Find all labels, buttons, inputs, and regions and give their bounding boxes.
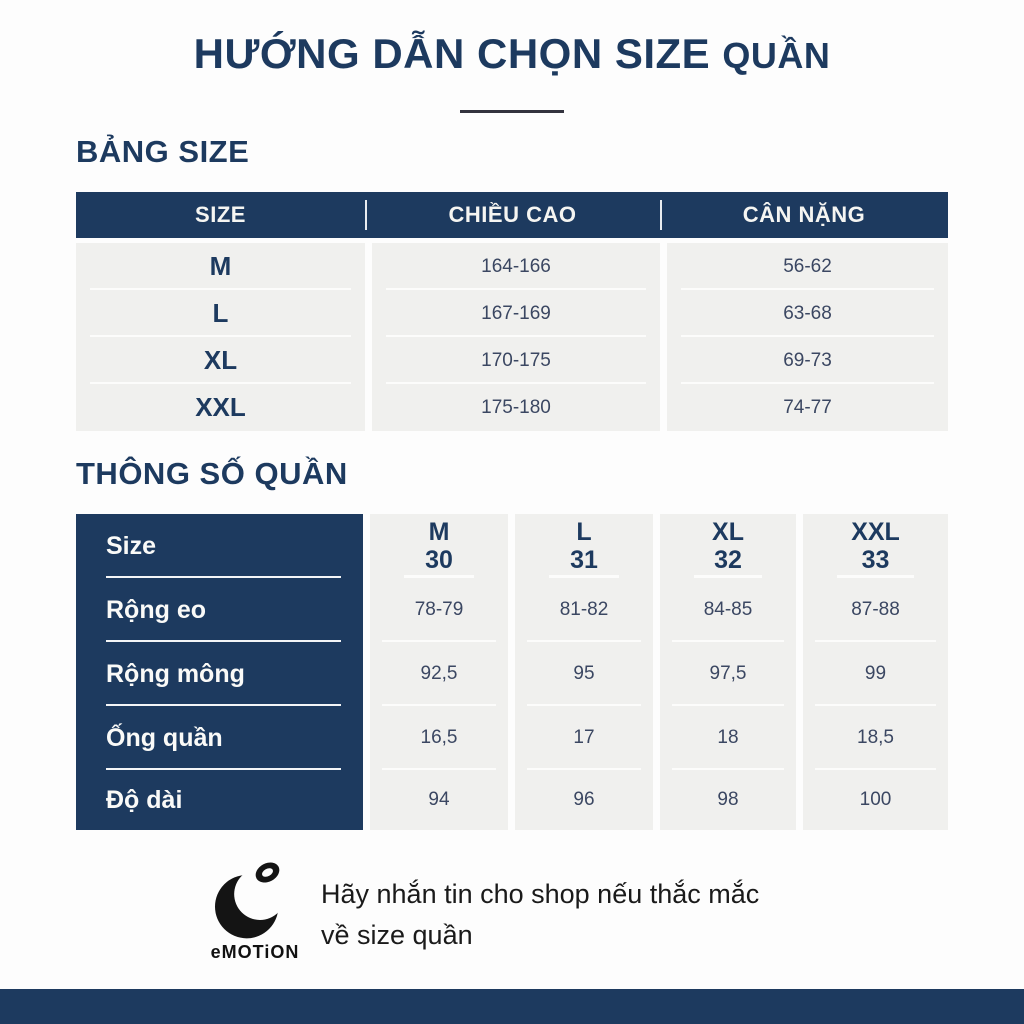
size-table: SIZE CHIỀU CAO CÂN NẶNG M 164-166 56-62 … (76, 192, 948, 431)
col-size-number: 33 (861, 546, 890, 574)
size-table-cell-weight: 69-73 (660, 337, 948, 384)
size-table-cell-weight: 63-68 (660, 290, 948, 337)
col-size-number: 32 (714, 546, 742, 574)
page-title-main: HƯỚNG DẪN CHỌN SIZE (193, 30, 711, 77)
spec-row-label-waist: Rộng eo (76, 578, 363, 642)
spec-row-label-hip: Rộng mông (76, 642, 363, 706)
page-title: HƯỚNG DẪN CHỌN SIZE QUẦN (0, 30, 1024, 78)
spec-table-col-m: M 30 (363, 514, 508, 578)
size-table-header-row: SIZE CHIỀU CAO CÂN NẶNG (76, 192, 948, 238)
shop-note-line1: Hãy nhắn tin cho shop nếu thắc mắc (321, 879, 760, 909)
size-table-col-weight: CÂN NẶNG (660, 192, 948, 238)
size-table-cell-weight: 56-62 (660, 243, 948, 290)
size-table-heading: BẢNG SIZE (76, 134, 250, 169)
shop-note: Hãy nhắn tin cho shop nếu thắc mắc về si… (321, 874, 759, 956)
spec-table-col-l: L 31 (508, 514, 653, 578)
brand-logo: eMOTiON (196, 860, 314, 963)
spec-value: 18 (653, 706, 796, 770)
spec-table-col-xl: XL 32 (653, 514, 796, 578)
size-table-cell-size: M (76, 243, 365, 290)
title-underline (460, 110, 564, 113)
page-title-wrap: HƯỚNG DẪN CHỌN SIZE QUẦN (0, 30, 1024, 78)
spec-table: Size M 30 L 31 XL 32 XXL 33 Rộng eo 78-7… (76, 514, 948, 830)
col-size-number: 31 (570, 546, 598, 574)
col-size-number: 30 (425, 546, 453, 574)
bottom-accent-bar (0, 989, 1024, 1024)
spec-value: 96 (508, 770, 653, 830)
spec-table-corner-label: Size (76, 514, 363, 578)
spec-row-label-length: Độ dài (76, 770, 363, 830)
spec-value: 16,5 (363, 706, 508, 770)
spec-value: 98 (653, 770, 796, 830)
shop-note-line2: về size quần (321, 920, 473, 950)
size-table-cell-height: 175-180 (365, 384, 660, 431)
spec-value: 87-88 (796, 578, 948, 642)
spec-table-heading: THÔNG SỐ QUẦN (76, 456, 348, 491)
col-size-letter: M (428, 518, 450, 546)
size-table-cell-size: L (76, 290, 365, 337)
spec-value: 18,5 (796, 706, 948, 770)
spec-value: 81-82 (508, 578, 653, 642)
size-table-cell-size: XXL (76, 384, 365, 431)
size-table-col-size: SIZE (195, 202, 246, 227)
size-table-cell-height: 167-169 (365, 290, 660, 337)
emotion-logo-icon (215, 862, 286, 939)
col-size-letter: XL (712, 518, 744, 546)
size-table-cell-height: 170-175 (365, 337, 660, 384)
spec-value: 97,5 (653, 642, 796, 706)
emotion-wordmark: eMOTiON (210, 942, 300, 962)
size-table-body: M 164-166 56-62 L 167-169 63-68 XL 170-1… (76, 243, 948, 431)
size-table-cell-height: 164-166 (365, 243, 660, 290)
spec-value: 99 (796, 642, 948, 706)
spec-row-label-leg-opening: Ống quần (76, 706, 363, 770)
size-table-cell-size: XL (76, 337, 365, 384)
spec-value: 95 (508, 642, 653, 706)
size-table-col-height: CHIỀU CAO (365, 192, 660, 238)
spec-value: 78-79 (363, 578, 508, 642)
spec-value: 100 (796, 770, 948, 830)
spec-value: 92,5 (363, 642, 508, 706)
page-title-suffix: QUẦN (722, 35, 831, 76)
col-size-letter: L (576, 518, 592, 546)
spec-value: 17 (508, 706, 653, 770)
size-table-cell-weight: 74-77 (660, 384, 948, 431)
spec-table-col-xxl: XXL 33 (796, 514, 948, 578)
spec-value: 84-85 (653, 578, 796, 642)
spec-value: 94 (363, 770, 508, 830)
col-size-letter: XXL (851, 518, 900, 546)
